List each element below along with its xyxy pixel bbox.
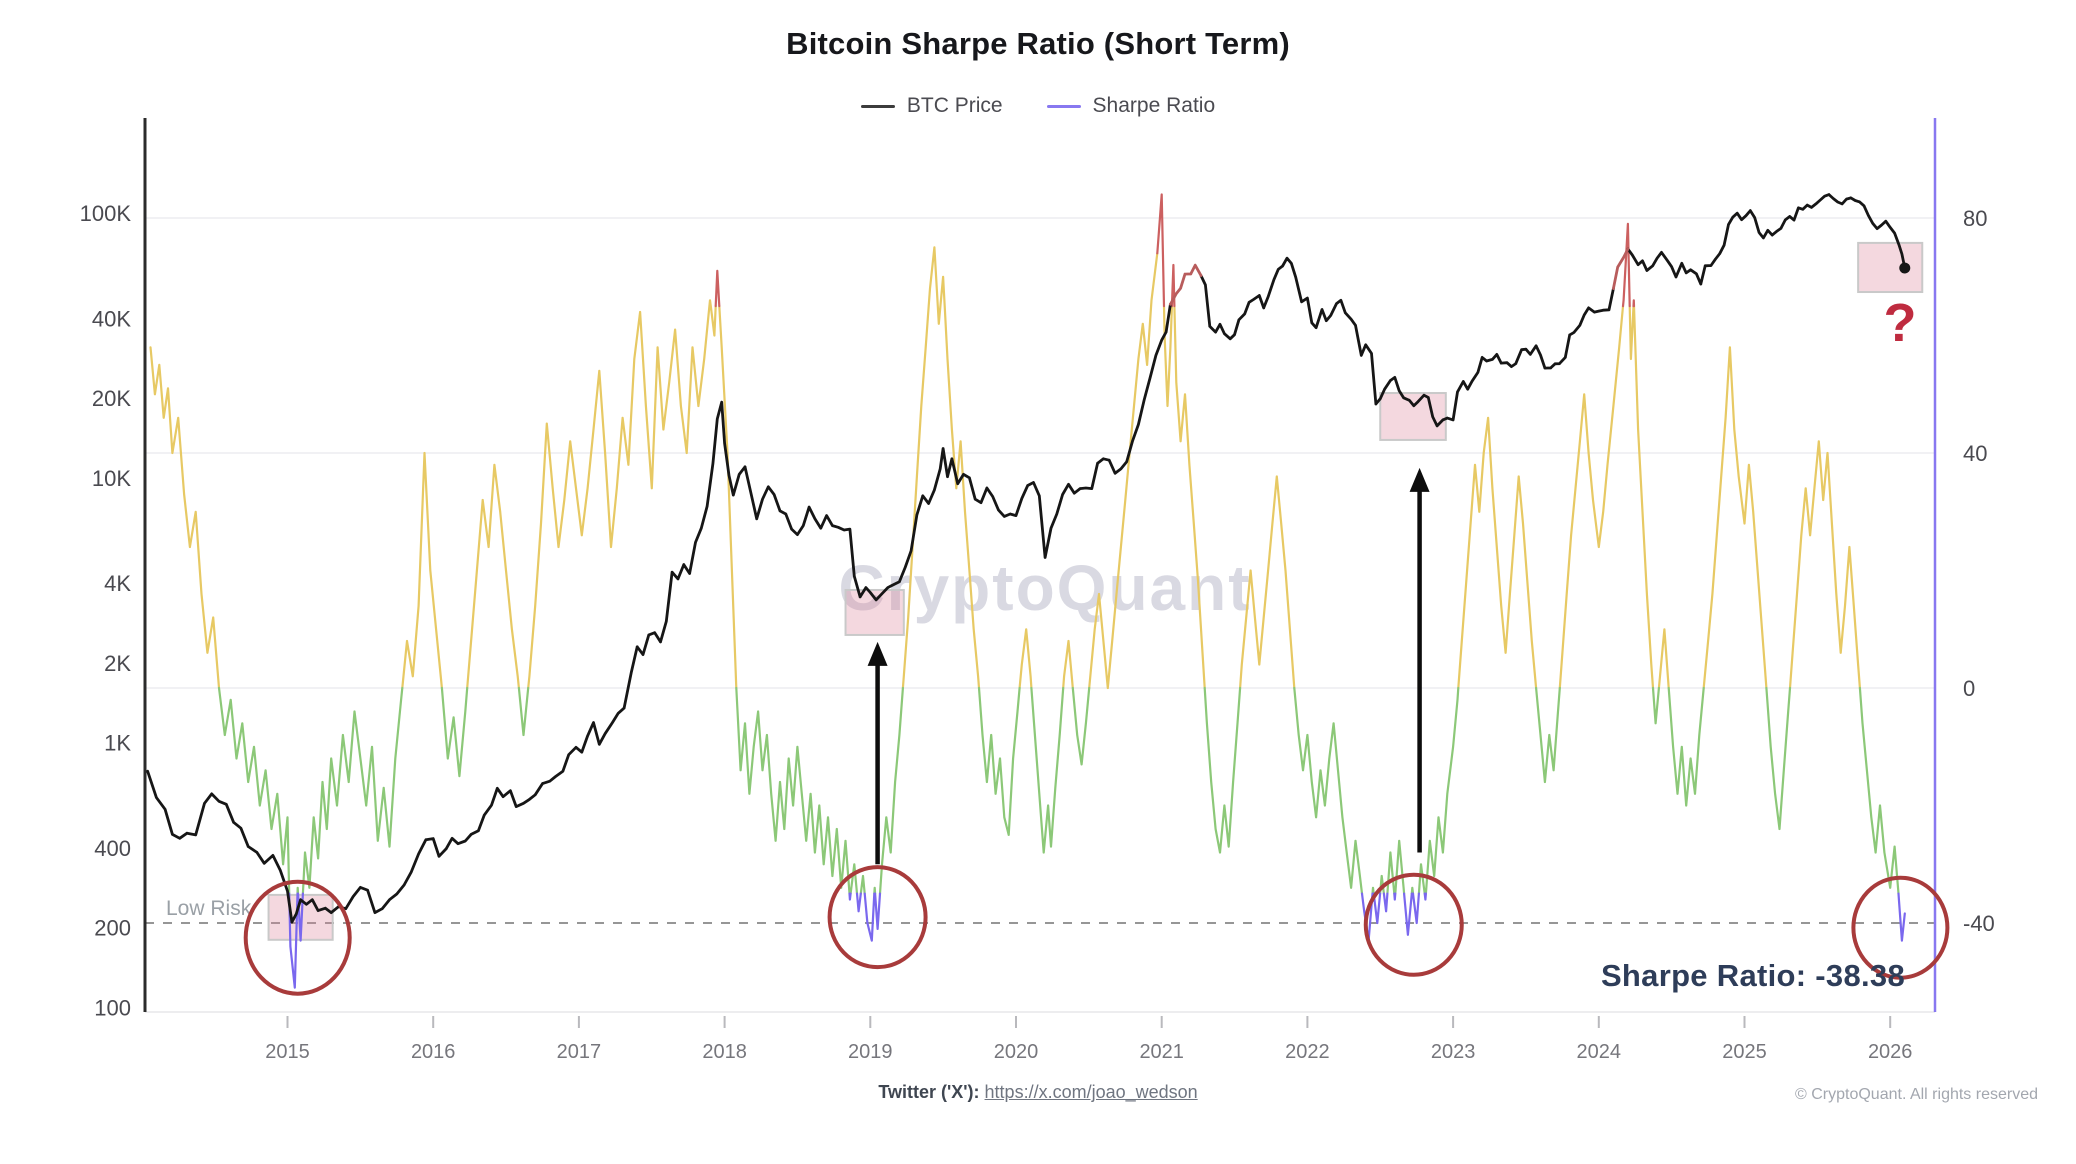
y-left-tick-label: 100: [94, 995, 131, 1020]
y-right-tick-label: -40: [1963, 911, 1995, 936]
y-left-tick-label: 4K: [104, 571, 131, 596]
legend-item-btc-price[interactable]: BTC Price: [860, 94, 1003, 118]
x-tick-label: 2026: [1868, 1041, 1913, 1063]
sharpe-ratio-line-red: [714, 193, 1636, 308]
twitter-link[interactable]: https://x.com/joao_wedson: [984, 1082, 1198, 1102]
low-risk-label: Low Risk: [166, 897, 252, 920]
legend: BTC Price Sharpe Ratio: [0, 94, 2076, 118]
y-left-tick-label: 400: [94, 836, 131, 861]
y-left-tick-label: 40K: [92, 306, 131, 331]
sharpe-ratio-line-yellow: [149, 246, 1861, 690]
highlight-box: [1379, 392, 1447, 441]
x-tick-label: 2018: [702, 1041, 747, 1063]
x-tick-label: 2023: [1431, 1041, 1476, 1063]
annotation-circle: [1363, 872, 1464, 977]
btc-price-swatch-icon: [860, 104, 895, 108]
annotation-circle: [827, 865, 928, 970]
question-mark-annotation: ?: [1883, 293, 1917, 353]
btc-price-line-hot: [1169, 247, 1630, 306]
copyright-notice: © CryptoQuant. All rights reserved: [1795, 1086, 2038, 1103]
x-tick-label: 2020: [994, 1041, 1039, 1063]
twitter-prefix: Twitter ('X'):: [878, 1082, 980, 1102]
legend-label-btc-price: BTC Price: [906, 94, 1003, 117]
y-left-tick-label: 200: [94, 916, 131, 941]
x-tick-label: 2025: [1722, 1041, 1767, 1063]
y-right-tick-label: 80: [1963, 206, 1987, 231]
y-right-tick-label: 0: [1963, 676, 1975, 701]
y-left-tick-label: 10K: [92, 466, 131, 491]
x-tick-label: 2021: [1139, 1041, 1184, 1063]
annotation-circle: [1851, 875, 1950, 980]
annotation-circle: [243, 879, 352, 996]
legend-item-sharpe-ratio[interactable]: Sharpe Ratio: [1046, 94, 1216, 118]
sharpe-ratio-swatch-icon: [1046, 104, 1081, 108]
footer-attribution: Twitter ('X'): https://x.com/joao_wedson: [0, 1082, 2076, 1103]
y-left-tick-label: 2K: [104, 651, 131, 676]
x-tick-label: 2015: [265, 1041, 310, 1063]
legend-label-sharpe-ratio: Sharpe Ratio: [1092, 94, 1216, 117]
y-right-tick-label: 40: [1963, 441, 1987, 466]
y-left-tick-label: 1K: [104, 731, 131, 756]
highlight-box: [1857, 241, 1924, 294]
x-tick-label: 2022: [1285, 1041, 1330, 1063]
sharpe-ratio-line-green: [217, 686, 1900, 895]
sharpe-ratio-readout: Sharpe Ratio: -38.38: [1600, 958, 1905, 993]
annotation-arrow-head-icon: [1409, 467, 1430, 492]
btc-price-line: [146, 193, 1907, 924]
x-tick-label: 2024: [1577, 1041, 1622, 1063]
y-left-tick-label: 100K: [80, 201, 132, 226]
x-tick-label: 2016: [411, 1041, 456, 1063]
y-left-tick-label: 20K: [92, 386, 131, 411]
sharpe-ratio-line-blue: [288, 892, 1906, 989]
x-tick-label: 2019: [848, 1041, 893, 1063]
x-tick-label: 2017: [557, 1041, 602, 1063]
price-endpoint-dot: [1899, 262, 1911, 274]
chart-title: Bitcoin Sharpe Ratio (Short Term): [786, 26, 1290, 61]
annotation-arrow-head-icon: [867, 641, 888, 666]
